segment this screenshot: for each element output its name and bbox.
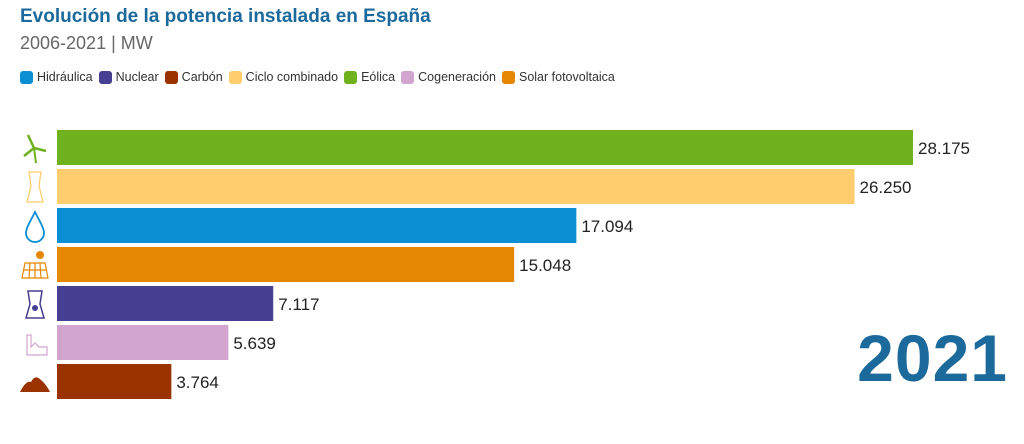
legend-item[interactable]: Nuclear <box>98 70 159 84</box>
bar-eólica[interactable] <box>57 130 913 165</box>
legend-item[interactable]: Hidráulica <box>20 70 93 84</box>
legend-swatch <box>501 70 515 84</box>
bar-value-label: 5.639 <box>233 334 276 353</box>
legend-swatch <box>164 70 178 84</box>
factory-icon <box>26 334 48 356</box>
bar-cogeneración[interactable] <box>57 325 229 360</box>
coal-pile-icon <box>20 377 50 392</box>
legend-label: Nuclear <box>115 70 159 84</box>
water-drop-icon <box>25 209 45 243</box>
legend-swatch <box>98 70 112 84</box>
legend-label: Carbón <box>181 70 223 84</box>
legend-label: Hidráulica <box>37 70 93 84</box>
chart-subtitle: 2006-2021 | MW <box>20 33 153 53</box>
legend-swatch <box>228 70 242 84</box>
legend-label: Cogeneración <box>418 70 496 84</box>
wind-turbine-icon <box>23 134 47 164</box>
bar-carbón[interactable] <box>57 364 172 399</box>
bar-nuclear[interactable] <box>57 286 274 321</box>
bar-hidráulica[interactable] <box>57 208 577 243</box>
chart-title: Evolución de la potencia instalada en Es… <box>20 6 431 27</box>
legend-item[interactable]: Solar fotovoltaica <box>501 70 615 84</box>
bar-value-label: 15.048 <box>519 256 571 275</box>
legend-swatch <box>20 70 33 84</box>
bar-solar-fotovoltaica[interactable] <box>57 247 515 282</box>
bar-value-label: 17.094 <box>581 217 633 236</box>
legend-label: Eólica <box>361 70 396 84</box>
legend-swatch <box>401 70 415 84</box>
bar-ciclo-combinado[interactable] <box>57 169 855 204</box>
legend-item[interactable]: Cogeneración <box>401 70 496 84</box>
cooling-tower-icon <box>26 171 44 203</box>
legend-label: Solar fotovoltaica <box>518 70 615 84</box>
legend: Hidráulica Nuclear Carbón Ciclo combinado Eó… <box>20 70 615 84</box>
bar-value-label: 26.250 <box>860 178 912 197</box>
legend-swatch <box>344 70 358 84</box>
bar-value-label: 7.117 <box>278 295 319 314</box>
year-label: 2021 <box>857 321 1008 395</box>
legend-item[interactable]: Ciclo combinado <box>228 70 339 84</box>
bar-value-label: 3.764 <box>176 373 219 392</box>
legend-item[interactable]: Eólica <box>344 70 395 84</box>
bar-value-label: 28.175 <box>918 139 970 158</box>
solar-panel-icon <box>21 251 49 279</box>
legend-item[interactable]: Carbón <box>164 70 223 84</box>
legend-label: Ciclo combinado <box>245 70 339 84</box>
nuclear-plant-icon <box>25 290 45 319</box>
